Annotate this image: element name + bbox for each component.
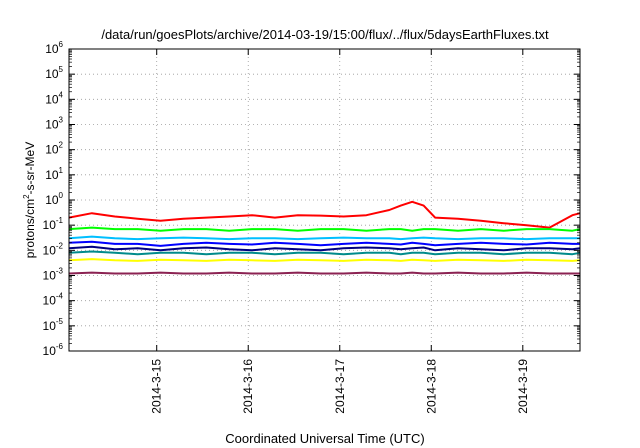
y-tick-label: 10-3 (43, 267, 64, 283)
series-line (68, 200, 581, 229)
y-axis-label: protons/cm2-s-sr-MeV (22, 142, 37, 258)
x-tick-label: 2014-3-16 (241, 359, 255, 414)
y-tick-label: 10-5 (43, 317, 64, 333)
y-tick-label: 10-1 (43, 216, 64, 232)
x-tick-label: 2014-3-19 (516, 359, 530, 414)
series-line (68, 235, 580, 241)
series-line (68, 245, 581, 252)
y-tick-label: 106 (45, 40, 63, 56)
chart-title: /data/run/goesPlots/archive/2014-03-19/1… (101, 27, 549, 42)
y-tick-label: 105 (45, 65, 63, 81)
y-tick-label: 100 (45, 191, 63, 207)
axis-ticks (69, 48, 580, 352)
y-tick-label: 101 (45, 166, 63, 182)
y-tick-label: 102 (45, 141, 63, 157)
series-lines (68, 200, 581, 275)
y-tick-label: 104 (45, 90, 63, 106)
series-line (68, 271, 580, 275)
y-tick-label: 10-4 (43, 292, 64, 308)
x-tick-label: 2014-3-15 (150, 359, 164, 414)
grid-lines (69, 49, 580, 351)
x-tick-labels: 2014-3-15 2014-3-16 2014-3-17 2014-3-18 2014… (150, 359, 530, 414)
y-tick-label: 10-2 (43, 241, 64, 257)
y-tick-label: 103 (45, 116, 63, 132)
x-axis-label: Coordinated Universal Time (UTC) (225, 431, 424, 446)
series-line (68, 226, 581, 232)
x-tick-label: 2014-3-18 (424, 359, 438, 414)
x-tick-label: 2014-3-17 (333, 359, 347, 414)
y-axis-label-sup: 2 (22, 194, 31, 199)
y-tick-labels: 10-6 10-5 10-4 10-3 10-2 10-1 100 101 102 103 104 1… (43, 40, 64, 358)
y-tick-label: 10-6 (43, 342, 64, 358)
series-line (68, 240, 580, 247)
y-axis-label-post: -s-sr-MeV (23, 142, 37, 195)
series-line (68, 258, 581, 262)
series-line (68, 250, 581, 256)
y-axis-label-pre: protons/cm (23, 199, 37, 258)
